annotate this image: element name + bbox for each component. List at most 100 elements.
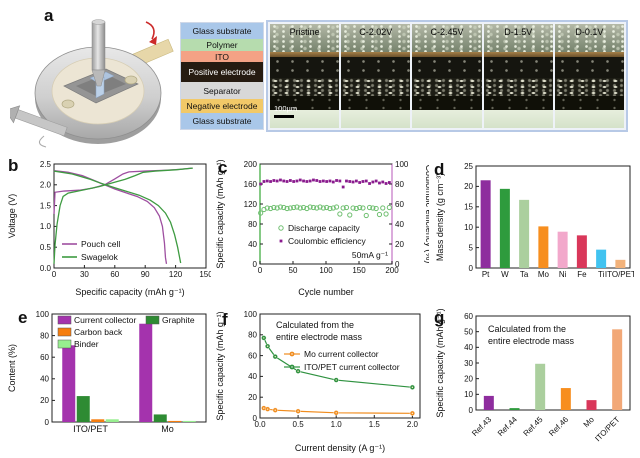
svg-text:Ref.46: Ref.46	[547, 415, 570, 438]
svg-text:Graphite: Graphite	[162, 315, 195, 325]
chart-content: 0 20 40 60 80 100 Content (%) ITO/PET Mo Current …	[7, 310, 207, 434]
svg-text:Mass density (g cm⁻³): Mass density (g cm⁻³)	[435, 173, 445, 261]
svg-text:0: 0	[469, 264, 474, 273]
micrograph-label: D-0.1V	[575, 27, 604, 37]
svg-text:Mo: Mo	[161, 424, 174, 434]
panel-b-letter: b	[8, 156, 19, 175]
svg-text:0: 0	[52, 270, 57, 279]
svg-text:90: 90	[141, 270, 150, 279]
svg-text:50: 50	[464, 327, 473, 336]
svg-text:20: 20	[40, 396, 49, 405]
svg-text:50mA g⁻¹: 50mA g⁻¹	[352, 250, 388, 260]
rotation-arrowhead-icon	[149, 36, 157, 45]
svg-text:Coulombic efficiency (%): Coulombic efficiency (%)	[424, 165, 429, 264]
svg-text:10: 10	[464, 390, 473, 399]
svg-text:ITO/PET current collector: ITO/PET current collector	[304, 362, 400, 372]
svg-text:20: 20	[464, 374, 473, 383]
svg-text:50: 50	[289, 266, 298, 275]
panel-f-letter: f	[222, 310, 228, 329]
chart-cycling: 0 50 100 150 20004080120160200020406080100Cy…	[215, 159, 434, 297]
negative-tab	[10, 105, 68, 137]
swagelok-cell-schematic	[10, 19, 174, 148]
svg-text:Fe: Fe	[577, 270, 587, 279]
svg-text:Mo current collector: Mo current collector	[304, 349, 379, 359]
svg-text:0.0: 0.0	[40, 264, 52, 273]
svg-text:Binder: Binder	[74, 339, 99, 349]
svg-text:Ni: Ni	[559, 270, 567, 279]
micrograph-band	[341, 78, 411, 96]
micrograph-band	[270, 24, 340, 53]
micrograph-band	[412, 57, 482, 79]
stack-layer: Glass substrate	[181, 23, 263, 39]
micrograph-band	[554, 52, 625, 58]
micrograph-band	[412, 78, 482, 96]
micrograph: D-1.5V	[483, 24, 553, 128]
chart-voltage-capacity: 0 30 60 90 120 150 0.0 0.5 1.0 1.5 2.0 2.5 Specific …	[7, 160, 213, 297]
svg-text:80: 80	[248, 331, 257, 340]
svg-text:60: 60	[464, 312, 473, 321]
svg-text:10: 10	[464, 223, 473, 232]
svg-text:80: 80	[395, 180, 404, 189]
svg-text:0: 0	[395, 260, 400, 269]
plunger-top	[91, 19, 106, 25]
panel-b: b 0 30 60 90 120 150 0.0 0.5 1.0 1.5 2.0 2.5 Specifi…	[6, 156, 213, 303]
svg-text:0: 0	[258, 266, 263, 275]
stack-layer: Negative electrode	[181, 99, 263, 113]
micrograph-band	[554, 95, 625, 111]
svg-text:Ref.44: Ref.44	[496, 415, 519, 438]
micrograph-band	[483, 52, 553, 58]
svg-text:Voltage (V): Voltage (V)	[7, 194, 17, 239]
micrograph-band	[554, 57, 625, 79]
layer-stack-diagram: Glass substrate Polymer ITO Positive electr…	[180, 22, 264, 130]
svg-text:40: 40	[248, 372, 257, 381]
svg-text:160: 160	[244, 180, 258, 189]
micrograph-label: C-2.02V	[359, 27, 393, 37]
scale-bar-label: 100µm	[274, 104, 298, 113]
panel-f: f 0.0 0.5 1.0 1.5 2.0 0 20 40 60 80 100 Current den…	[214, 306, 429, 458]
bolt-hole	[61, 99, 75, 109]
stack-layer: Positive electrode	[181, 62, 263, 82]
micrograph-band	[341, 110, 411, 128]
svg-text:Mo: Mo	[538, 270, 550, 279]
micrograph-band	[483, 95, 553, 111]
svg-text:Calculated from the: Calculated from the	[488, 324, 566, 334]
panel-d: d 0 5 10 15 20 25 Mass density (g cm⁻³) Pt W Ta Mo…	[434, 156, 636, 303]
micrograph-band	[483, 57, 553, 79]
svg-text:2.0: 2.0	[407, 420, 419, 429]
chart-mass-density: 0 5 10 15 20 25 Mass density (g cm⁻³) Pt W Ta Mo Ni…	[435, 162, 636, 279]
svg-text:1.5: 1.5	[369, 420, 381, 429]
svg-text:60: 60	[110, 270, 119, 279]
svg-text:15: 15	[464, 203, 473, 212]
svg-text:40: 40	[464, 343, 473, 352]
micrograph-band	[554, 110, 625, 128]
svg-text:100: 100	[319, 266, 333, 275]
svg-text:Current density (A g⁻¹): Current density (A g⁻¹)	[295, 443, 385, 453]
svg-text:40: 40	[248, 240, 257, 249]
svg-text:Ref.45: Ref.45	[522, 415, 545, 438]
svg-text:Content (%): Content (%)	[7, 344, 17, 392]
micrograph-label: C-2.45V	[430, 27, 464, 37]
micrograph-band	[270, 78, 340, 96]
svg-text:120: 120	[244, 200, 258, 209]
micrograph-band	[341, 24, 411, 53]
svg-text:W: W	[501, 270, 509, 279]
panel-e: e 0 20 40 60 80 100 Content (%) ITO/PET Mo Curren…	[6, 306, 211, 458]
svg-text:200: 200	[244, 160, 258, 169]
micrograph-band	[483, 24, 553, 53]
micrograph-label: D-1.5V	[504, 27, 533, 37]
svg-text:Ti: Ti	[598, 270, 605, 279]
svg-text:Specific capacity (mAh g⁻¹): Specific capacity (mAh g⁻¹)	[435, 308, 445, 417]
svg-text:100: 100	[36, 310, 50, 319]
svg-text:20: 20	[248, 393, 257, 402]
stack-layer: Glass substrate	[181, 113, 263, 129]
svg-text:150: 150	[352, 266, 366, 275]
micrograph-band	[412, 24, 482, 53]
panel-c: c 0 50 100 150 200 0 40 80 120 160 200 0 20 40 60 80 100…	[214, 156, 434, 303]
stack-layer: Separator	[181, 82, 263, 99]
micrograph-band	[483, 78, 553, 96]
svg-text:ITO/PET: ITO/PET	[593, 415, 621, 443]
svg-text:80: 80	[40, 331, 49, 340]
wire-squiggle	[38, 135, 47, 148]
svg-text:20: 20	[395, 240, 404, 249]
